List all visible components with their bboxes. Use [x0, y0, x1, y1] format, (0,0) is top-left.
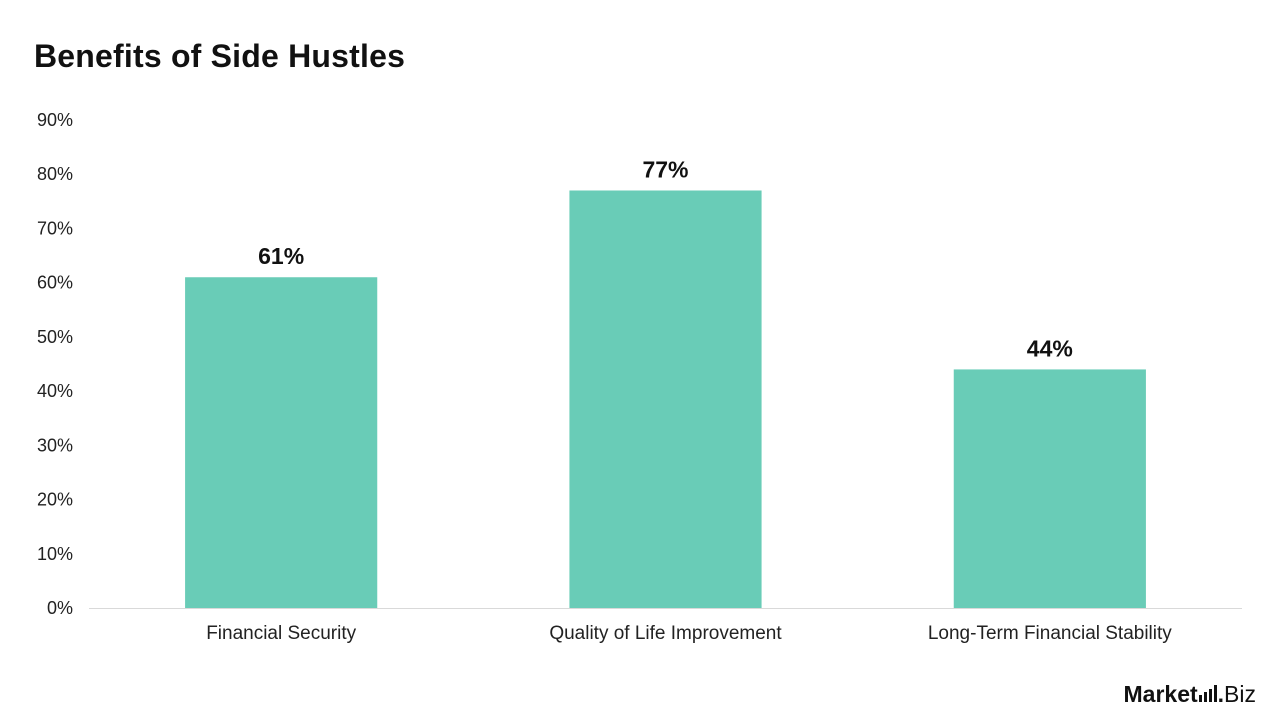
- y-tick-label: 40%: [37, 381, 73, 401]
- data-label-2: 77%: [642, 156, 688, 182]
- category-label-1: Financial Security: [206, 623, 356, 644]
- y-tick-label: 0%: [47, 598, 73, 618]
- bar-3: [953, 369, 1146, 608]
- y-tick-label: 70%: [37, 218, 73, 238]
- logo-word-biz: Biz: [1224, 681, 1256, 707]
- bar-1: [185, 277, 378, 608]
- y-axis-ticks: 0% 10% 20% 30% 40% 50% 60% 70% 80% 90%: [37, 110, 73, 618]
- y-tick-label: 60%: [37, 273, 73, 293]
- logo-word-market: Market: [1123, 681, 1198, 707]
- category-labels: Financial Security Quality of Life Improv…: [206, 623, 1172, 644]
- y-tick-label: 20%: [37, 490, 73, 510]
- y-tick-label: 80%: [37, 164, 73, 184]
- data-label-3: 44%: [1027, 335, 1073, 361]
- y-tick-label: 90%: [37, 110, 73, 130]
- data-labels: 61% 77% 44%: [258, 156, 1073, 361]
- logo-bars-icon: [1198, 685, 1217, 702]
- chart-title: Benefits of Side Hustles: [34, 38, 406, 74]
- bars: [185, 190, 1146, 608]
- bar-2: [569, 190, 762, 608]
- logo-dot: .: [1217, 681, 1225, 707]
- y-tick-label: 30%: [37, 435, 73, 455]
- brand-logo: Market . Biz: [1124, 683, 1257, 706]
- y-tick-label: 10%: [37, 544, 73, 564]
- category-label-2: Quality of Life Improvement: [549, 623, 782, 644]
- y-tick-label: 50%: [37, 327, 73, 347]
- data-label-1: 61%: [258, 243, 304, 269]
- category-label-3: Long-Term Financial Stability: [928, 623, 1172, 644]
